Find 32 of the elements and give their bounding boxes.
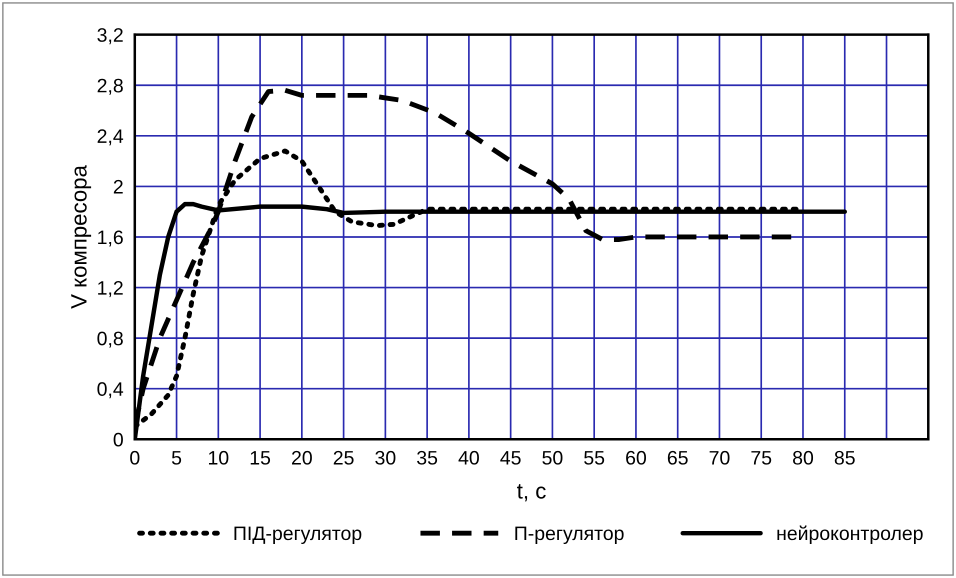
legend-label: ПІД-регулятор (234, 526, 362, 544)
y-tick-label: 1,2 (98, 281, 123, 298)
x-tick-label: 40 (458, 450, 479, 465)
x-tick-label: 50 (542, 450, 562, 465)
x-tick-label: 45 (500, 451, 521, 465)
y-tick-label: 2,4 (98, 129, 124, 146)
legend-label: нейроконтролер (777, 526, 923, 544)
x-tick-label: 10 (208, 450, 228, 465)
x-tick-label: 55 (584, 451, 604, 465)
x-tick-label: 25 (334, 450, 354, 465)
x-axis-title: t, с (517, 484, 546, 502)
x-tick-label: 70 (710, 450, 730, 465)
x-tick-label: 35 (417, 450, 438, 465)
x-tick-label: 30 (375, 450, 396, 465)
y-tick-label: 2 (114, 180, 123, 194)
y-tick-label: 0,8 (97, 332, 123, 348)
legend-label: П-регулятор (515, 526, 624, 544)
x-tick-label: 65 (668, 450, 688, 465)
x-tick-label: 75 (751, 451, 772, 465)
y-axis-title: V компресора (71, 165, 92, 309)
x-tick-label: 0 (130, 450, 140, 465)
x-tick-label: 5 (172, 451, 182, 465)
y-tick-label: 3,2 (97, 28, 123, 44)
y-tick-label: 0 (114, 432, 123, 447)
y-tick-label: 1,6 (98, 230, 123, 247)
y-tick-label: 0,4 (97, 382, 124, 398)
x-tick-label: 15 (250, 451, 270, 465)
x-tick-label: 20 (292, 450, 312, 465)
y-tick-label: 2,8 (98, 78, 123, 95)
x-tick-label: 60 (626, 450, 646, 465)
x-tick-label: 80 (793, 450, 814, 465)
x-tick-label: 85 (834, 450, 855, 465)
